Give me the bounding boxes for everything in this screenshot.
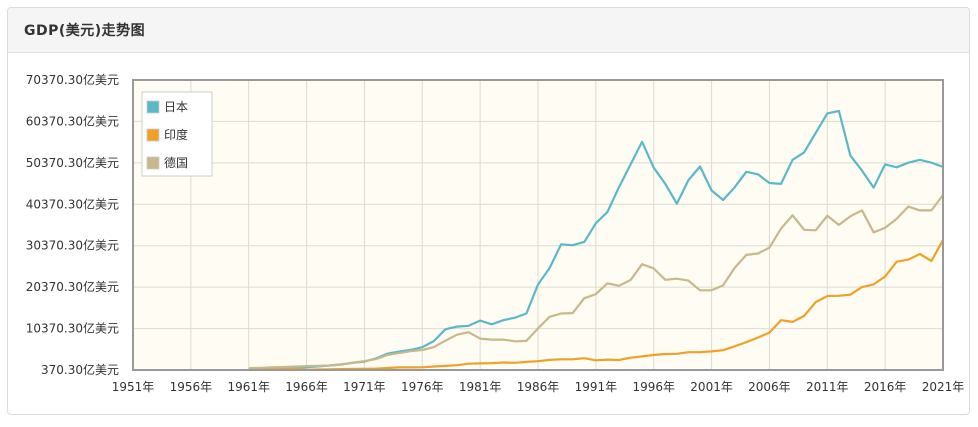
x-tick-label: 1996年 [632, 380, 675, 394]
legend-swatch-1[interactable] [146, 128, 160, 142]
x-tick-label: 2016年 [864, 380, 907, 394]
series-line-1[interactable] [248, 239, 944, 371]
legend-label-0[interactable]: 日本 [164, 100, 188, 114]
x-tick-label: 1956年 [170, 380, 213, 394]
y-tick-label: 10370.30亿美元 [26, 321, 119, 336]
x-tick-label: 2011年 [806, 380, 849, 394]
legend-label-2[interactable]: 德国 [164, 155, 188, 170]
x-tick-label: 1986年 [517, 380, 560, 394]
y-tick-label: 70370.30亿美元 [26, 72, 119, 87]
x-tick-label: 2021年 [922, 380, 965, 394]
panel-header: GDP(美元)走势图 [8, 8, 969, 53]
y-tick-label: 20370.30亿美元 [26, 279, 119, 294]
x-tick-label: 1971年 [343, 380, 386, 394]
legend-swatch-0[interactable] [146, 100, 160, 114]
x-tick-label: 1991年 [575, 380, 618, 394]
y-tick-label: 30370.30亿美元 [26, 238, 119, 253]
x-tick-label: 2006年 [748, 380, 791, 394]
panel-title: GDP(美元)走势图 [24, 23, 146, 39]
legend-swatch-2[interactable] [146, 156, 160, 170]
y-tick-label: 370.30亿美元 [41, 362, 119, 377]
plot-frame [132, 79, 944, 371]
x-tick-label: 1981年 [459, 380, 502, 394]
legend-label-1[interactable]: 印度 [164, 127, 188, 142]
x-tick-label: 1951年 [112, 380, 155, 394]
x-tick-label: 1961年 [227, 380, 270, 394]
y-tick-label: 60370.30亿美元 [26, 113, 119, 128]
x-tick-label: 1966年 [285, 380, 328, 394]
series-line-2[interactable] [248, 194, 944, 370]
y-tick-label: 50370.30亿美元 [26, 155, 119, 170]
x-tick-label: 2001年 [690, 380, 733, 394]
y-tick-label: 40370.30亿美元 [26, 196, 119, 211]
x-tick-label: 1976年 [401, 380, 444, 394]
